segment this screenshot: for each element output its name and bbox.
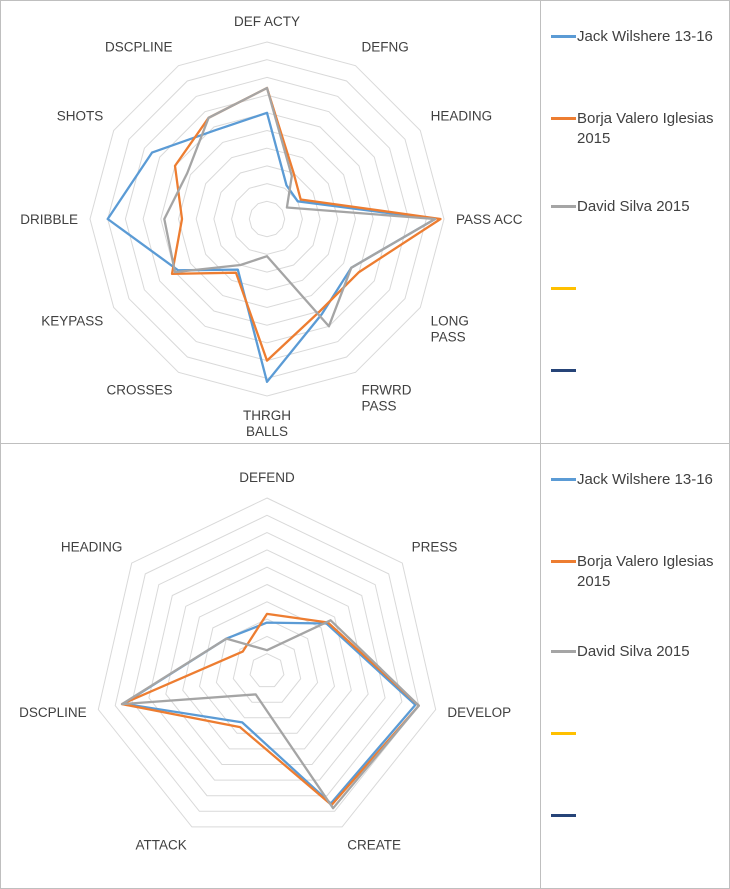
grid-ring [232,635,302,703]
legend-item-series4[interactable] [551,724,725,744]
grid-ring [107,59,427,379]
axis-label: CREATE [347,838,401,853]
axis-label: PASS ACC [456,212,523,227]
legend-line-swatch [551,35,576,38]
legend-item-borja-valero[interactable]: Borja Valero Iglesias 2015 [551,109,725,147]
legend-item-series5[interactable] [551,361,725,381]
attributes-radar-chart[interactable]: DEF ACTY DEFNG HEADING PASS ACC LONG PASS FRWR… [1,1,540,443]
legend-item-series4[interactable] [551,279,725,299]
axis-label: THRGH BALLS [243,408,291,439]
grid-ring [213,165,321,273]
axis-label: SHOTS [57,109,104,124]
axis-label: ATTACK [135,838,186,853]
legend-label: Jack Wilshere 13-16 [577,28,713,45]
grid-rings [89,41,445,397]
legend-line-swatch [551,650,576,653]
axis-label: DEVELOP [447,705,511,720]
series-line-2 [163,86,437,328]
legend-line-swatch [551,732,576,735]
axis-label: DEF ACTY [234,14,300,29]
axis-label: HEADING [431,109,493,124]
legend-label: Borja Valero Iglesias 2015 [577,553,714,591]
legend-line-swatch [551,814,576,817]
axis-label: FRWRD PASS [362,383,412,414]
grid-ring [124,76,410,362]
legend-line-swatch [551,287,576,290]
legend-line-swatch [551,205,576,208]
grid-ring [165,566,369,765]
grid-rings [97,497,437,828]
roles-radar-chart[interactable]: DEFEND PRESS DEVELOP CREATE ATTACK DSCPLINE HE… [1,444,540,888]
grid-ring [148,549,386,781]
legend-item-series5[interactable] [551,806,725,826]
legend-label: Jack Wilshere 13-16 [577,471,713,488]
grid-ring [249,653,285,688]
axis-label: PRESS [412,540,458,555]
grid-ring [195,147,339,291]
grid-ring [131,532,403,797]
bottom-chart-area: DEFEND PRESS DEVELOP CREATE ATTACK DSCPLINE HE… [1,444,540,888]
grid-ring [177,129,357,309]
axis-label: CROSSES [106,383,172,398]
legend-line-swatch [551,560,576,563]
grid-ring [198,601,336,734]
legend-item-david-silva[interactable]: David Silva 2015 [551,197,725,217]
grid-ring [248,200,286,238]
legend-line-swatch [551,478,576,481]
series-line-1 [170,86,442,362]
axis-label: LONG PASS [431,314,469,345]
axis-label: DSCPLINE [105,39,173,54]
legend-line-swatch [551,369,576,372]
top-chart-area: DEF ACTY DEFNG HEADING PASS ACC LONG PASS FRWR… [1,1,540,443]
grid-ring [97,497,437,828]
top-radar-panel: DEF ACTY DEFNG HEADING PASS ACC LONG PASS FRWR… [1,1,729,444]
legend-label: David Silva 2015 [577,198,690,215]
legend-item-borja-valero[interactable]: Borja Valero Iglesias 2015 [551,552,725,590]
series-line-2 [120,619,420,810]
legend-item-david-silva[interactable]: David Silva 2015 [551,642,725,662]
axis-label: HEADING [61,540,123,555]
grid-ring [215,618,319,719]
legend-line-swatch [551,117,576,120]
legend-item-jack-wilshere[interactable]: Jack Wilshere 13-16 [551,27,725,47]
grid-ring [89,41,445,397]
series-line-1 [120,612,420,807]
top-legend: Jack Wilshere 13-16 Borja Valero Iglesia… [540,1,729,443]
axis-label: DSCPLINE [19,705,87,720]
axis-label: DEFNG [362,39,409,54]
axis-label: DEFEND [239,470,295,485]
bottom-radar-panel: DEFEND PRESS DEVELOP CREATE ATTACK DSCPLINE HE… [1,444,729,888]
series-line-0 [106,111,437,383]
grid-ring [142,94,392,344]
legend-label: David Silva 2015 [577,643,690,660]
legend-label: Borja Valero Iglesias 2015 [577,110,714,148]
grid-ring [114,514,420,812]
axis-label: KEYPASS [41,314,103,329]
axis-label: DRIBBLE [20,212,78,227]
legend-item-jack-wilshere[interactable]: Jack Wilshere 13-16 [551,470,725,490]
bottom-legend: Jack Wilshere 13-16 Borja Valero Iglesia… [540,444,729,888]
